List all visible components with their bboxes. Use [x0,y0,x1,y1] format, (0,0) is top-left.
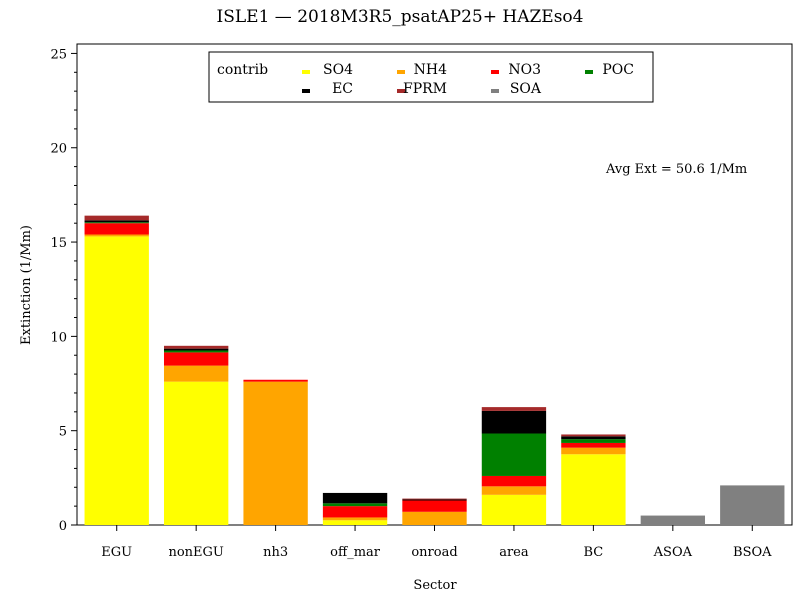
legend-swatch-nh4 [397,70,405,74]
bar-segment-so4-egu [84,236,149,525]
bar-segment-nh4-egu [84,234,149,237]
legend: contrib SO4 NH4 NO3 POC EC FPRM SOA [208,51,654,103]
y-axis-label: Extinction (1/Mm) [19,225,34,345]
x-tick-label: BSOA [733,545,772,560]
bar-segment-poc-egu [84,222,149,224]
avg-ext-annotation: Avg Ext = 50.6 1/Mm [605,162,747,177]
x-axis: EGU nonEGU nh3 off_mar onroad area BC ASOA BSOA [101,525,772,560]
bar-segment-so4-bc [561,454,626,525]
bar-segment-ec-onroad [402,499,467,501]
bar-segment-soa-asoa [640,515,706,525]
bar-segment-fprm-area [481,407,547,411]
x-axis-label: Sector [413,578,457,593]
legend-label-no3: NO3 [508,62,541,78]
legend-swatch-poc [585,70,593,74]
bar-segment-fprm-nonegu [163,345,229,349]
bar-segment-so4-area [481,494,547,525]
x-tick-label: onroad [411,545,457,560]
y-tick-label: 20 [50,142,67,157]
bar-segment-ec-area [481,410,547,434]
bar-segment-nh4-bc [561,447,626,455]
bar-segment-nh4-nh3 [243,381,308,525]
bar-segment-no3-bc [561,442,626,448]
bar-segment-fprm-onroad [402,498,467,500]
bar-segment-nh4-area [481,486,547,495]
y-tick-label: 15 [50,236,67,251]
bar-segment-no3-nonegu [163,352,229,366]
bar-segment-so4-nonegu [163,381,229,525]
bar-segment-fprm-bc [561,434,626,437]
legend-swatch-ec [302,89,310,93]
legend-swatch-no3 [491,70,499,74]
legend-title: contrib [217,62,268,78]
bar-segment-nh4-nonegu [163,365,229,382]
bar-segment-poc-nonegu [163,350,229,353]
legend-box [208,51,654,103]
bar-segment-no3-off_mar [322,506,388,518]
bar-segment-no3-area [481,475,547,487]
legend-swatch-soa [491,89,499,93]
bar-segment-no3-onroad [402,500,467,512]
bar-segment-fprm-egu [84,215,149,221]
legend-label-so4: SO4 [323,62,353,78]
bar-segment-poc-off_mar [322,503,388,507]
x-tick-label: nonEGU [168,545,223,560]
bar-segment-no3-nh3 [243,379,308,382]
x-tick-label: off_mar [330,545,381,560]
x-tick-label: BC [584,545,604,560]
bar-segment-ec-off_mar [322,492,388,504]
x-tick-label: ASOA [653,545,693,560]
x-tick-label: nh3 [263,545,288,560]
y-tick-label: 10 [50,330,67,345]
legend-label-soa: SOA [510,81,542,97]
x-tick-label: area [499,545,529,560]
bar-segment-ec-egu [84,220,149,223]
y-tick-label: 25 [50,47,67,62]
bar-segment-soa-bsoa [720,485,785,525]
legend-swatch-fprm [397,89,405,93]
bar-segment-ec-nonegu [163,348,229,351]
chart-title: ISLE1 — 2018M3R5_psatAP25+ HAZEso4 [217,7,584,27]
bar-segment-nh4-off_mar [322,517,388,521]
y-tick-label: 5 [59,425,67,440]
x-tick-label: EGU [101,545,132,560]
bar-segment-nh4-onroad [402,511,467,525]
legend-label-fprm: FPRM [403,81,447,97]
bar-segment-poc-bc [561,439,626,443]
bars-group [84,215,785,525]
y-tick-label: 0 [59,519,67,534]
legend-label-ec: EC [332,81,353,97]
legend-label-nh4: NH4 [414,62,447,78]
legend-label-poc: POC [602,62,634,78]
legend-swatch-so4 [302,70,310,74]
bar-segment-no3-egu [84,223,149,235]
y-axis: 0 5 10 15 20 25 [50,47,77,534]
bar-segment-so4-off_mar [322,520,388,525]
bar-segment-ec-bc [561,436,626,440]
bar-segment-poc-area [481,433,547,476]
